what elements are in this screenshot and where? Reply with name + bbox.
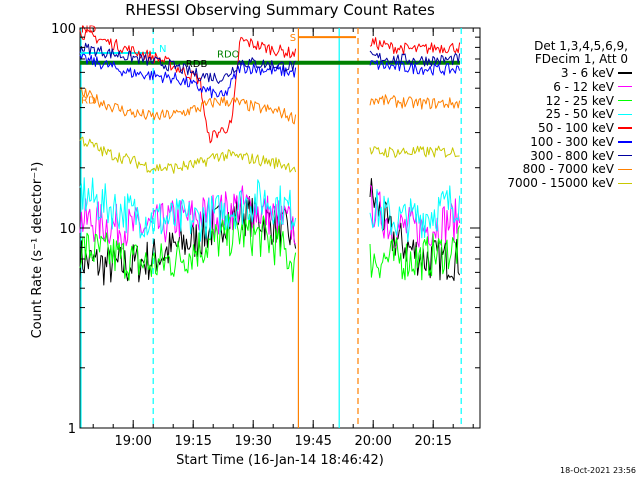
x-axis-label: Start Time (16-Jan-14 18:46:42) <box>176 453 384 468</box>
series-line <box>79 28 297 144</box>
y-tick-label: 100 <box>51 22 76 37</box>
legend-item-label: 300 - 800 keV <box>530 148 614 163</box>
series-line <box>369 59 461 76</box>
legend-swatch <box>618 85 632 88</box>
legend-swatch <box>618 99 632 102</box>
legend-item-label: 3 - 6 keV <box>560 65 614 80</box>
x-tick-label: 19:30 <box>234 434 271 449</box>
legend-item: 6 - 12 keV <box>507 80 632 94</box>
series-line <box>79 53 297 99</box>
legend-swatch <box>618 72 632 74</box>
series-line <box>369 145 460 158</box>
y-axis-label: Count Rate (s⁻¹ detector⁻¹) <box>30 161 45 339</box>
series-line <box>369 50 461 67</box>
legend-item: 800 - 7000 keV <box>507 162 632 177</box>
legend-swatch <box>618 168 632 171</box>
legend-item-label: 25 - 50 keV <box>545 107 614 122</box>
legend-swatch <box>618 127 632 129</box>
series-line <box>369 185 461 243</box>
event-markers <box>80 28 462 428</box>
legend-item: 100 - 300 keV <box>507 135 632 149</box>
legend-swatch <box>618 113 632 116</box>
legend-swatch <box>618 141 632 143</box>
x-tick-label: 20:00 <box>354 434 391 449</box>
series-line <box>79 136 297 174</box>
y-tick-label: 1 <box>68 422 76 437</box>
x-tick-label: 19:00 <box>114 434 151 449</box>
flag-label: ND <box>81 24 96 35</box>
series-lines <box>79 28 461 286</box>
legend-item-label: 100 - 300 keV <box>530 134 614 149</box>
y-tick-label: 10 <box>59 222 76 237</box>
flag-label: RDO <box>217 50 240 61</box>
legend-item-label: 50 - 100 keV <box>537 121 614 136</box>
series-line <box>79 213 297 283</box>
legend-item: 25 - 50 keV <box>507 107 632 121</box>
series-line <box>369 94 461 110</box>
series-line <box>369 185 461 249</box>
legend-header-detectors: Det 1,3,4,5,6,9, <box>534 39 628 53</box>
legend-item-label: 800 - 7000 keV <box>522 162 614 177</box>
legend: 3 - 6 keV 6 - 12 keV 12 - 25 keV 25 - 50 ke… <box>507 66 632 190</box>
series-line <box>79 87 297 125</box>
flag-label: N <box>159 44 166 55</box>
timestamp: 18-Oct-2021 23:56 <box>560 466 636 475</box>
legend-item-label: 12 - 25 keV <box>545 93 614 108</box>
flag-label: RDB <box>186 59 208 70</box>
legend-header-decimation: FDecim 1, Att 0 <box>534 52 628 66</box>
series-line <box>369 37 461 55</box>
legend-swatch <box>618 154 632 157</box>
x-tick-label: 19:15 <box>174 434 211 449</box>
x-tick-label: 19:45 <box>294 434 331 449</box>
legend-item-label: 7000 - 15000 keV <box>507 176 614 191</box>
legend-item-label: 6 - 12 keV <box>553 79 614 94</box>
flag-label: RD <box>81 95 96 106</box>
legend-item: 300 - 800 keV <box>507 149 632 163</box>
legend-item: 12 - 25 keV <box>507 94 632 108</box>
series-line <box>369 178 461 282</box>
legend-swatch <box>618 182 632 185</box>
series-line <box>369 225 461 281</box>
series-line <box>79 177 297 242</box>
flag-bars: S N RDO RD ND RDB <box>80 24 460 106</box>
axis-ticks: 19:00 19:15 19:30 19:45 20:00 20:15 1 10 100 <box>51 22 480 449</box>
legend-item: 3 - 6 keV <box>507 66 632 80</box>
x-tick-label: 20:15 <box>414 434 451 449</box>
chart-title: RHESSI Observing Summary Count Rates <box>125 1 435 19</box>
legend-item: 7000 - 15000 keV <box>507 176 632 190</box>
legend-item: 50 - 100 keV <box>507 121 632 135</box>
flag-label: S <box>290 33 296 44</box>
series-line <box>79 42 296 84</box>
